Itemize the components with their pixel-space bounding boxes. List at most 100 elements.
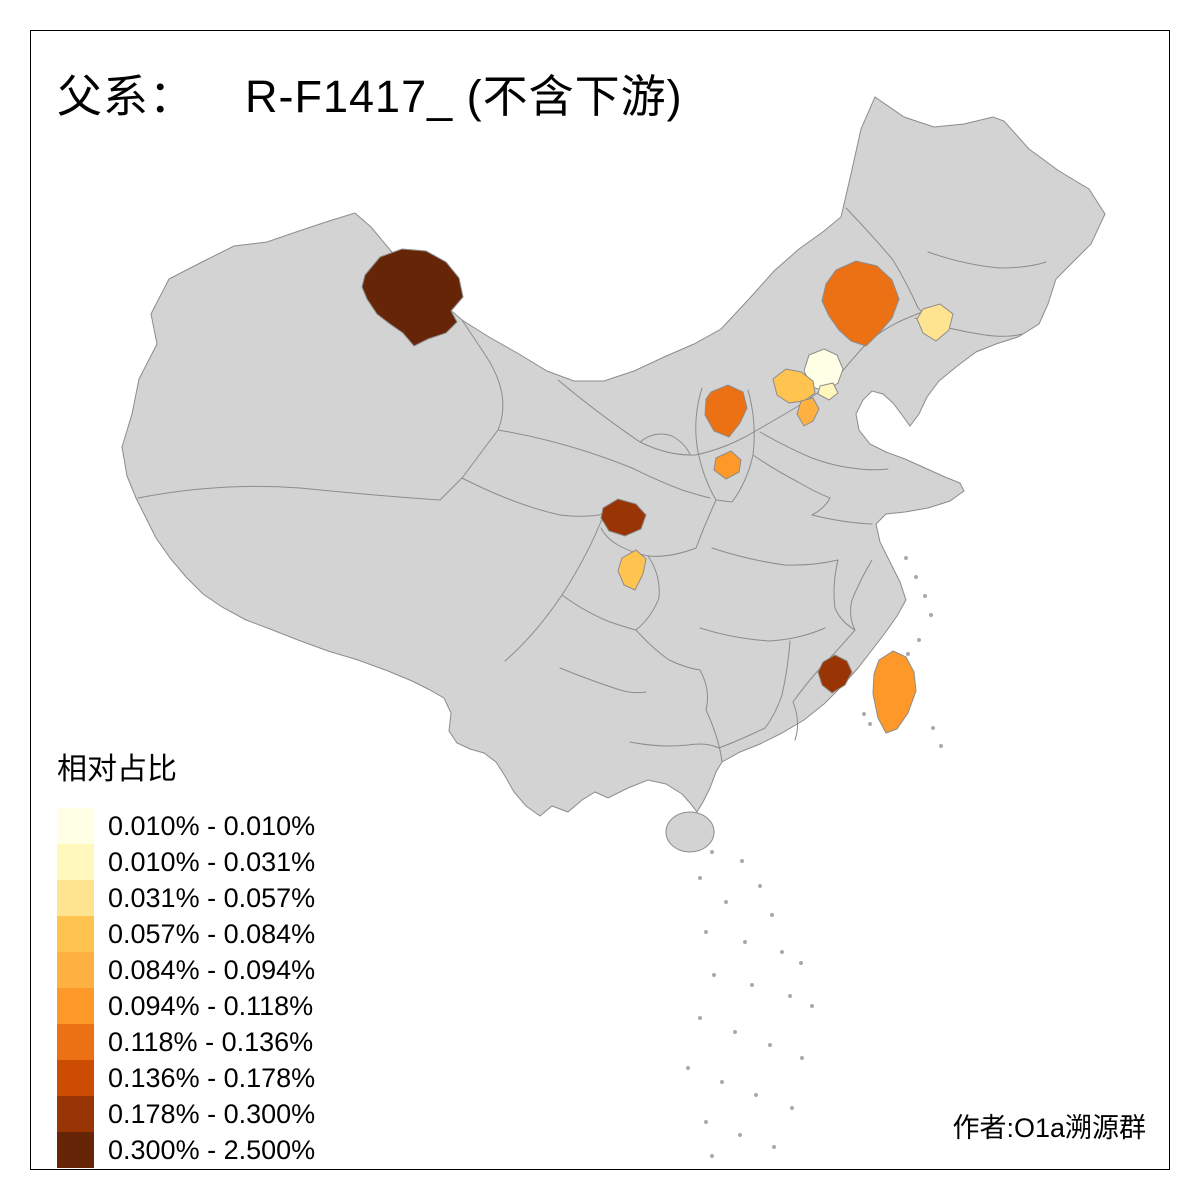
title-prefix: 父系： xyxy=(57,71,196,122)
legend-label: 0.057% - 0.084% xyxy=(108,918,316,949)
province-border xyxy=(711,547,839,566)
map-region-central-sichuan xyxy=(617,549,647,591)
province-border xyxy=(600,527,619,546)
province-border xyxy=(561,594,637,631)
province-border xyxy=(759,431,889,471)
island-dot xyxy=(770,913,774,917)
island-dot xyxy=(710,1154,714,1158)
highlighted-regions xyxy=(361,248,954,734)
island-dot xyxy=(772,1145,776,1149)
legend-label: 0.094% - 0.118% xyxy=(108,990,314,1021)
map-region-central-shanxi xyxy=(713,450,742,480)
island-dot xyxy=(704,1120,708,1124)
legend-item: 0.118% - 0.136% xyxy=(57,1024,315,1060)
legend-label: 0.084% - 0.094% xyxy=(108,954,316,985)
province-border xyxy=(699,627,826,642)
province-border xyxy=(792,701,799,741)
map-region-northeast-blob xyxy=(821,260,900,347)
island-dot xyxy=(868,722,872,726)
legend-item: 0.010% - 0.031% xyxy=(57,844,315,880)
island-dot xyxy=(929,613,933,617)
island-dot xyxy=(800,1056,804,1060)
island-dot xyxy=(904,556,908,560)
island-dot xyxy=(862,712,866,716)
province-border xyxy=(927,251,1047,269)
legend-label: 0.031% - 0.057% xyxy=(108,882,316,913)
province-border xyxy=(617,499,717,557)
island-dot xyxy=(743,940,747,944)
island-dot xyxy=(712,973,716,977)
province-border xyxy=(461,477,605,517)
map-region-tianjin xyxy=(796,397,820,427)
province-border xyxy=(752,454,831,516)
province-border xyxy=(559,667,647,694)
legend-swatch xyxy=(57,808,94,844)
map-region-west-liaoning xyxy=(916,303,954,342)
island-dot xyxy=(724,900,728,904)
province-border xyxy=(705,709,723,763)
map-region-beijing-south xyxy=(817,382,839,401)
legend-swatch xyxy=(57,952,94,988)
island-dot xyxy=(754,1093,758,1097)
legend-item: 0.031% - 0.057% xyxy=(57,880,315,916)
island-dot xyxy=(790,1106,794,1110)
island-dot xyxy=(698,1016,702,1020)
legend-label: 0.010% - 0.010% xyxy=(108,810,316,841)
legend-item: 0.057% - 0.084% xyxy=(57,916,315,952)
island-dot xyxy=(698,876,702,880)
legend-label: 0.136% - 0.178% xyxy=(108,1062,316,1093)
island-dot xyxy=(799,961,803,965)
legend-swatch xyxy=(57,1024,94,1060)
map-legend: 相对占比 0.010% - 0.010% 0.010% - 0.031% 0.031… xyxy=(57,744,315,1168)
legend-swatch xyxy=(57,916,94,952)
page-title: 父系： R-F1417_ (不含下游) xyxy=(57,60,683,125)
sea-islands xyxy=(686,556,943,1158)
map-region-north-shanxi xyxy=(704,384,748,438)
island-dot xyxy=(788,994,792,998)
legend-item: 0.094% - 0.118% xyxy=(57,988,315,1024)
island-dot xyxy=(914,575,918,579)
map-region-taiwan xyxy=(872,650,917,734)
island-dot xyxy=(704,930,708,934)
legend-label: 0.010% - 0.031% xyxy=(108,846,316,877)
island-dot xyxy=(810,1004,814,1008)
island-dot xyxy=(740,859,744,863)
legend-swatch xyxy=(57,880,94,916)
province-border xyxy=(635,555,660,631)
map-region-northwest-large xyxy=(361,248,464,347)
province-border xyxy=(631,467,711,499)
legend-swatch xyxy=(57,844,94,880)
province-border xyxy=(715,499,733,503)
island-dot xyxy=(931,726,935,730)
province-border xyxy=(461,319,504,479)
legend-item: 0.084% - 0.094% xyxy=(57,952,315,988)
legend-label: 0.178% - 0.300% xyxy=(108,1098,316,1129)
author-credit: 作者:O1a溯源群 xyxy=(952,1113,1146,1143)
province-border xyxy=(850,559,873,631)
legend-label: 0.300% - 2.500% xyxy=(108,1134,316,1165)
island-dot xyxy=(720,1080,724,1084)
province-border xyxy=(629,741,720,749)
province-border xyxy=(635,629,708,711)
island-dot xyxy=(738,1133,742,1137)
hainan-island xyxy=(665,811,715,853)
legend-title: 相对占比 xyxy=(57,753,177,786)
island-dot xyxy=(686,1066,690,1070)
province-border xyxy=(764,640,791,729)
province-border xyxy=(845,207,923,313)
legend-swatch xyxy=(57,1060,94,1096)
island-dot xyxy=(768,1043,772,1047)
legend-swatch xyxy=(57,988,94,1024)
island-dot xyxy=(923,594,927,598)
legend-label: 0.118% - 0.136% xyxy=(108,1026,314,1057)
china-mainland xyxy=(121,96,1106,853)
island-dot xyxy=(750,983,754,987)
title-haplogroup: R-F1417_ (不含下游) xyxy=(245,71,683,122)
legend-swatch xyxy=(57,1096,94,1132)
island-dot xyxy=(939,744,943,748)
map-region-south-fujian-coast xyxy=(817,654,853,694)
island-dot xyxy=(733,1030,737,1034)
legend-swatch xyxy=(57,1132,94,1168)
